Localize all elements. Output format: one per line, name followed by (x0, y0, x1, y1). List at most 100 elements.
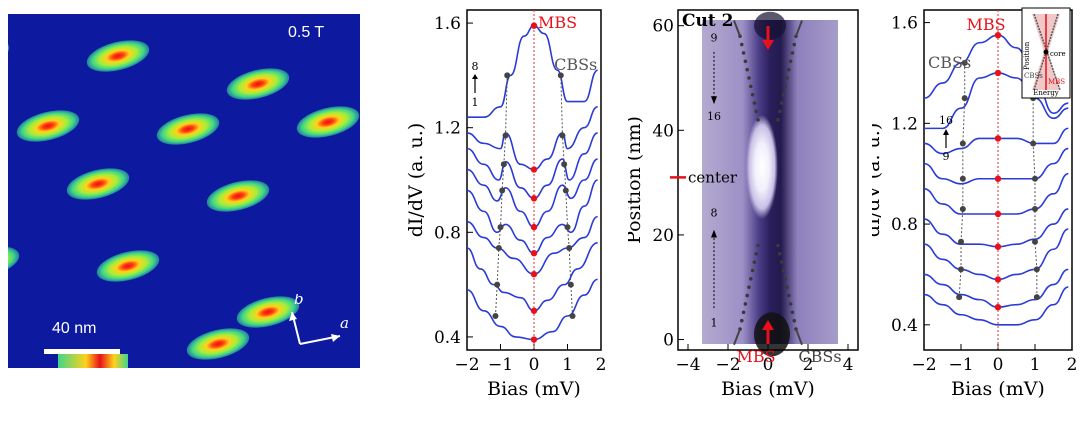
mbs-marker (994, 69, 1002, 77)
mbs-marker (530, 270, 538, 278)
spectrum-line (923, 228, 1069, 281)
cbs-trace-dot (785, 285, 789, 290)
center-label: center (688, 168, 738, 186)
cbs-marker (1032, 238, 1038, 245)
y-tick-label: 1.2 (434, 119, 461, 139)
vortex-core (63, 162, 133, 206)
cbs-pointer-arrow (795, 328, 803, 346)
x-tick-label: 1 (562, 355, 573, 375)
mbs-marker (994, 243, 1002, 250)
x-tick-label: 4 (843, 355, 854, 375)
cbs-trace-dot (792, 318, 796, 323)
spectra-right-svg: −2 −1 0 1 2 0.4 0.8 1.2 1.6 Bias (mV) dI/dV (a. u.… (862, 7, 1078, 400)
y-tick-label: 1.6 (891, 14, 918, 34)
y-tick-label: 60 (652, 17, 674, 37)
cbs-trace-dot (779, 260, 784, 264)
order-arrowhead (711, 229, 717, 238)
x-tick-label: −4 (675, 355, 700, 375)
y-tick-label: 20 (652, 226, 674, 246)
mbs-marker (530, 22, 538, 29)
cbs-guide-line (560, 75, 574, 317)
y-axis-label: Position (nm) (628, 116, 645, 244)
cbs-annotation: CBSs (798, 347, 841, 366)
y-tick-label: 1.6 (434, 14, 461, 34)
inset-cbss-label: CBSs (1024, 72, 1043, 80)
x-tick-label: 0 (993, 355, 1004, 375)
cbs-trace-dot (756, 243, 760, 248)
cbs-trace-dot (781, 92, 786, 97)
x-tick-label: 0 (763, 355, 774, 375)
cbs-trace-dot (750, 268, 755, 273)
heatmap-bright-lobe (746, 114, 778, 219)
vortex-core (83, 34, 153, 78)
vortex-core (293, 100, 360, 144)
cbs-trace-dot (756, 118, 760, 122)
cbs-trace-dot (752, 260, 757, 264)
x-tick-label: 1 (1030, 355, 1041, 375)
cbs-marker (566, 245, 573, 251)
heatmap-dark-core (754, 11, 786, 40)
mbs-marker (994, 175, 1002, 182)
x-axis-label: Bias (mV) (487, 378, 581, 400)
axis-a-label: a (340, 314, 349, 332)
x-tick-label: 2 (1067, 355, 1078, 375)
scale-label: 40 nm (52, 320, 97, 337)
cbs-pointer-arrow (795, 20, 803, 37)
arrow-bottom-number: 9 (943, 150, 950, 163)
mbs-marker (530, 195, 538, 202)
vortex-core (93, 244, 163, 288)
cbs-marker (504, 72, 511, 79)
mbs-annotation: MBS (966, 15, 1005, 34)
cbs-trace-dot (745, 293, 749, 298)
arrow-top-number: 16 (939, 114, 953, 127)
cbs-trace-dot (785, 76, 789, 80)
cbs-trace-dot (781, 268, 786, 273)
x-axis-label: Bias (mV) (721, 378, 815, 400)
inset-mbs-label: MBS (1048, 78, 1065, 86)
cbs-marker (958, 266, 964, 273)
cbs-marker (497, 224, 504, 231)
vortex-core (8, 32, 13, 76)
vortex-map: 0.5 T 40 nm a b (8, 14, 360, 368)
spectrum-line (466, 179, 598, 255)
order-arrowhead (943, 129, 949, 135)
cbs-trace-dot (740, 42, 744, 47)
cut-heatmap-chart: −4 −2 0 2 4 0 20 40 60 Bias (mV) Position (nm) Cut … (623, 0, 868, 421)
schematic-inset: core Position CBSs MBS Energy (1021, 7, 1071, 99)
cbs-annotation: CBSs (928, 53, 971, 72)
cbs-pointer-arrow (733, 20, 741, 37)
arrow-lower-top-number: 8 (711, 207, 718, 220)
x-tick-label: −1 (488, 355, 513, 375)
cbs-marker (1030, 140, 1037, 147)
x-tick-label: −1 (948, 355, 973, 375)
cbs-trace-dot (792, 42, 796, 47)
cbs-trace-dot (747, 76, 751, 80)
mbs-arrowhead-bottom (762, 320, 774, 330)
cbs-trace-dot (741, 51, 746, 55)
x-tick-label: −2 (715, 355, 740, 375)
spectrum-line (923, 268, 1069, 308)
arrow-top-number: 8 (472, 60, 479, 73)
cbs-marker (1033, 294, 1040, 301)
mbs-marker (530, 250, 538, 257)
cbs-marker (959, 205, 966, 212)
cbs-marker (492, 313, 499, 319)
cbs-marker (494, 281, 501, 288)
mbs-marker (994, 31, 1002, 39)
cbs-trace-dot (749, 277, 753, 281)
arrow-upper-bottom-number: 16 (707, 110, 721, 123)
cbs-marker (500, 161, 507, 168)
y-tick-label: 0.8 (891, 215, 918, 235)
cbs-trace-dot (752, 101, 757, 105)
mbs-marker (530, 336, 538, 343)
cbs-trace-dot (783, 84, 787, 89)
cbs-trace-dot (788, 59, 793, 64)
cbs-guide-line (958, 62, 966, 298)
spectrum-line (466, 241, 598, 312)
cbs-trace-dot (740, 318, 744, 323)
cbs-trace-dot (749, 84, 753, 89)
cbs-marker (959, 140, 966, 147)
cbs-trace-dot (743, 59, 748, 64)
cbs-marker (961, 59, 968, 66)
